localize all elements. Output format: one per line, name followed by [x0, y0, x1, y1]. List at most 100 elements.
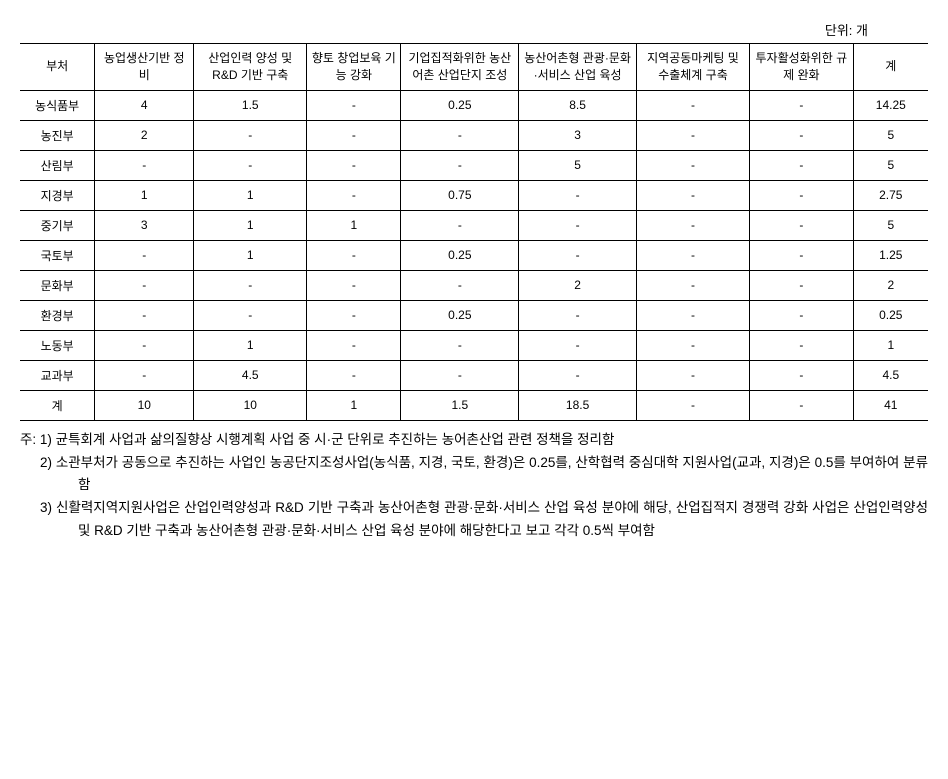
- cell-c4: -: [401, 330, 519, 360]
- cell-c5: 5: [519, 150, 637, 180]
- cell-c2: -: [194, 120, 307, 150]
- cell-c5: -: [519, 180, 637, 210]
- header-total: 계: [853, 44, 928, 91]
- cell-c6: -: [636, 360, 749, 390]
- cell-total: 0.25: [853, 300, 928, 330]
- cell-total: 5: [853, 150, 928, 180]
- cell-c2: -: [194, 270, 307, 300]
- cell-c7: -: [750, 360, 854, 390]
- cell-c2: 1: [194, 240, 307, 270]
- header-c1: 농업생산기반 정비: [95, 44, 194, 91]
- note-1: 주: 1) 균특회계 사업과 삶의질향상 시행계획 사업 중 시·군 단위로 추…: [20, 429, 928, 452]
- cell-c7: -: [750, 180, 854, 210]
- cell-c7: -: [750, 150, 854, 180]
- cell-c5: 2: [519, 270, 637, 300]
- cell-dept: 교과부: [20, 360, 95, 390]
- cell-c1: -: [95, 330, 194, 360]
- header-c5: 농산어촌형 관광·문화·서비스 산업 육성: [519, 44, 637, 91]
- cell-c4: -: [401, 150, 519, 180]
- cell-dept: 농진부: [20, 120, 95, 150]
- header-dept: 부처: [20, 44, 95, 91]
- cell-c4: 0.25: [401, 300, 519, 330]
- cell-c1: -: [95, 240, 194, 270]
- cell-total: 1.25: [853, 240, 928, 270]
- cell-c2: 1: [194, 210, 307, 240]
- note-3: 3) 신활력지역지원사업은 산업인력양성과 R&D 기반 구축과 농산어촌형 관…: [20, 497, 928, 543]
- cell-c5: 3: [519, 120, 637, 150]
- cell-c5: -: [519, 210, 637, 240]
- cell-dept: 문화부: [20, 270, 95, 300]
- header-c4: 기업집적화위한 농산어촌 산업단지 조성: [401, 44, 519, 91]
- cell-c3: -: [307, 240, 401, 270]
- cell-c2: 4.5: [194, 360, 307, 390]
- cell-c7: -: [750, 330, 854, 360]
- cell-c6: -: [636, 240, 749, 270]
- cell-c6: -: [636, 330, 749, 360]
- cell-c3: -: [307, 300, 401, 330]
- table-row: 산림부----5--5: [20, 150, 928, 180]
- header-c3: 향토 창업보육 기능 강화: [307, 44, 401, 91]
- cell-c1: 3: [95, 210, 194, 240]
- cell-c6: -: [636, 120, 749, 150]
- cell-c1: 4: [95, 90, 194, 120]
- cell-dept: 농식품부: [20, 90, 95, 120]
- cell-c2: 1.5: [194, 90, 307, 120]
- table-row: 노동부-1-----1: [20, 330, 928, 360]
- header-row: 부처 농업생산기반 정비 산업인력 양성 및 R&D 기반 구축 향토 창업보육…: [20, 44, 928, 91]
- cell-total: 4.5: [853, 360, 928, 390]
- cell-c1: -: [95, 150, 194, 180]
- cell-c5: -: [519, 240, 637, 270]
- cell-c3: -: [307, 360, 401, 390]
- cell-c1: -: [95, 300, 194, 330]
- cell-c7: -: [750, 120, 854, 150]
- cell-c3: 1: [307, 390, 401, 420]
- data-table: 부처 농업생산기반 정비 산업인력 양성 및 R&D 기반 구축 향토 창업보육…: [20, 43, 928, 421]
- cell-dept: 지경부: [20, 180, 95, 210]
- cell-c4: 0.25: [401, 240, 519, 270]
- cell-total: 41: [853, 390, 928, 420]
- cell-total: 2: [853, 270, 928, 300]
- cell-dept: 국토부: [20, 240, 95, 270]
- cell-c5: 18.5: [519, 390, 637, 420]
- cell-dept: 노동부: [20, 330, 95, 360]
- cell-c4: 0.75: [401, 180, 519, 210]
- cell-c4: 1.5: [401, 390, 519, 420]
- cell-dept: 환경부: [20, 300, 95, 330]
- cell-c3: -: [307, 180, 401, 210]
- cell-c3: -: [307, 330, 401, 360]
- cell-c2: 10: [194, 390, 307, 420]
- header-c6: 지역공동마케팅 및 수출체계 구축: [636, 44, 749, 91]
- header-c2: 산업인력 양성 및 R&D 기반 구축: [194, 44, 307, 91]
- cell-total: 14.25: [853, 90, 928, 120]
- cell-c1: 10: [95, 390, 194, 420]
- cell-c6: -: [636, 300, 749, 330]
- cell-c4: -: [401, 210, 519, 240]
- cell-c3: 1: [307, 210, 401, 240]
- cell-c3: -: [307, 270, 401, 300]
- cell-c5: 8.5: [519, 90, 637, 120]
- cell-c2: -: [194, 300, 307, 330]
- cell-c6: -: [636, 150, 749, 180]
- table-row: 농식품부41.5-0.258.5--14.25: [20, 90, 928, 120]
- cell-c1: 1: [95, 180, 194, 210]
- table-row: 농진부2---3--5: [20, 120, 928, 150]
- table-row: 문화부----2--2: [20, 270, 928, 300]
- cell-c1: -: [95, 360, 194, 390]
- cell-c2: 1: [194, 330, 307, 360]
- cell-c3: -: [307, 120, 401, 150]
- cell-c4: -: [401, 270, 519, 300]
- cell-c5: -: [519, 300, 637, 330]
- cell-c7: -: [750, 390, 854, 420]
- cell-c7: -: [750, 270, 854, 300]
- cell-dept: 계: [20, 390, 95, 420]
- cell-c2: -: [194, 150, 307, 180]
- table-row: 환경부---0.25---0.25: [20, 300, 928, 330]
- table-row: 지경부11-0.75---2.75: [20, 180, 928, 210]
- cell-total: 5: [853, 120, 928, 150]
- cell-dept: 중기부: [20, 210, 95, 240]
- cell-c1: -: [95, 270, 194, 300]
- cell-c2: 1: [194, 180, 307, 210]
- cell-c6: -: [636, 270, 749, 300]
- header-c7: 투자활성화위한 규제 완화: [750, 44, 854, 91]
- cell-total: 2.75: [853, 180, 928, 210]
